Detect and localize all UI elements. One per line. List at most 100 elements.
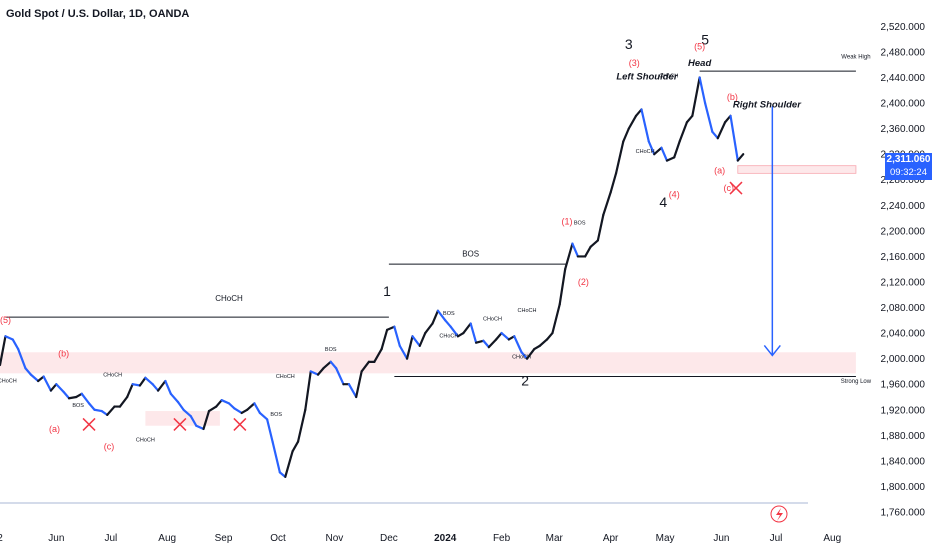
level-label: Weak High bbox=[841, 54, 870, 60]
price-segment bbox=[475, 339, 485, 344]
price-segment bbox=[347, 383, 358, 399]
price-segment bbox=[418, 331, 427, 347]
price-segment bbox=[322, 360, 332, 370]
y-tick-label: 2,480.000 bbox=[881, 47, 926, 58]
subwave-label: (1) bbox=[561, 216, 572, 226]
y-tick-label: 2,040.000 bbox=[881, 329, 926, 340]
price-segment bbox=[647, 140, 656, 156]
wave-label: 1 bbox=[383, 283, 391, 299]
price-segment bbox=[660, 146, 669, 162]
subwave-label: (2) bbox=[578, 277, 589, 287]
price-segment bbox=[207, 405, 218, 413]
price-segment bbox=[584, 245, 592, 258]
price-segment bbox=[564, 242, 574, 271]
price-segment bbox=[609, 172, 618, 194]
price-segment bbox=[589, 239, 599, 248]
x-tick-label: Jun bbox=[713, 533, 729, 544]
x-tick-label: Dec bbox=[380, 533, 398, 544]
y-tick-label: 1,920.000 bbox=[881, 405, 926, 416]
structure-label: BOS bbox=[325, 347, 337, 353]
price-segment bbox=[176, 400, 185, 411]
structure-label: CHoCH bbox=[215, 294, 243, 303]
countdown-timer: 09:32:24 bbox=[890, 167, 927, 178]
price-segment bbox=[253, 402, 261, 415]
y-tick-label: 2,160.000 bbox=[881, 252, 926, 263]
price-segment bbox=[411, 335, 421, 347]
price-segment bbox=[469, 322, 478, 344]
invalidation-cross bbox=[82, 417, 96, 431]
price-segment bbox=[37, 375, 45, 383]
price-segment bbox=[42, 375, 52, 392]
price-segment bbox=[195, 424, 205, 431]
price-segment bbox=[596, 213, 605, 242]
price-segment bbox=[80, 392, 91, 405]
wave-label: 2 bbox=[521, 372, 529, 388]
price-segment bbox=[462, 322, 472, 335]
y-tick-label: 2,080.000 bbox=[881, 303, 926, 314]
invalidation-cross bbox=[173, 417, 187, 431]
subwave-label: (b) bbox=[58, 349, 69, 359]
price-segment bbox=[284, 450, 294, 478]
price-segment bbox=[678, 121, 689, 143]
price-segment bbox=[698, 76, 707, 105]
y-tick-label: 2,000.000 bbox=[881, 354, 926, 365]
zone bbox=[737, 165, 857, 174]
current-price-badge: 2,311.060 09:32:24 bbox=[885, 153, 932, 180]
x-tick-label: 2024 bbox=[434, 533, 457, 544]
price-segment bbox=[444, 319, 452, 328]
subwave-label: (b) bbox=[727, 92, 738, 102]
price-segment bbox=[49, 383, 58, 392]
x-tick-label: Oct bbox=[270, 533, 286, 544]
structure-label: CHoCH bbox=[512, 355, 531, 361]
structure-label: CHoCH bbox=[659, 74, 678, 80]
structure-label: BOS bbox=[574, 220, 586, 226]
price-segment bbox=[144, 376, 154, 386]
y-tick-label: 2,120.000 bbox=[881, 277, 926, 288]
price-segment bbox=[431, 309, 440, 325]
price-segment bbox=[304, 370, 312, 411]
y-tick-label: 1,880.000 bbox=[881, 431, 926, 442]
structure-label: BOS bbox=[462, 249, 479, 258]
x-tick-label: Aug bbox=[158, 533, 176, 544]
price-segment bbox=[100, 409, 109, 416]
price-segment bbox=[711, 130, 719, 140]
price-segment bbox=[449, 325, 460, 338]
price-segment bbox=[227, 402, 236, 410]
x-tick-label: Aug bbox=[823, 533, 841, 544]
price-segment bbox=[29, 373, 40, 383]
price-segment bbox=[634, 108, 643, 117]
y-tick-label: 2,280.000 bbox=[881, 175, 926, 186]
structure-label: CHoCH bbox=[103, 373, 122, 379]
price-segment bbox=[525, 347, 536, 360]
price-segment bbox=[329, 360, 338, 370]
price-segment bbox=[736, 153, 745, 162]
price-segment bbox=[558, 268, 567, 306]
subwave-label: (a) bbox=[49, 424, 60, 434]
chart-title: Gold Spot / U.S. Dollar, 1D, OANDA bbox=[6, 8, 190, 20]
price-segment bbox=[380, 328, 389, 351]
level-label: Strong Low bbox=[841, 379, 872, 385]
price-segment bbox=[729, 114, 739, 162]
price-segment bbox=[640, 108, 650, 143]
structure-label: BOS bbox=[443, 311, 455, 317]
pattern-label: Right Shoulder bbox=[733, 100, 802, 111]
price-segment bbox=[673, 140, 681, 159]
subwave-label: (5) bbox=[694, 41, 705, 51]
price-segment bbox=[202, 409, 211, 431]
price-segment bbox=[685, 114, 694, 124]
price-segment bbox=[398, 344, 409, 360]
invalidation-cross bbox=[729, 181, 743, 195]
y-tick-label: 1,800.000 bbox=[881, 482, 926, 493]
price-segment bbox=[11, 338, 20, 351]
y-tick-label: 2,400.000 bbox=[881, 99, 926, 110]
price-segment bbox=[653, 146, 663, 156]
price-segment bbox=[716, 121, 727, 140]
price-segment bbox=[393, 325, 401, 347]
price-segment bbox=[545, 331, 554, 341]
x-tick-label: May bbox=[656, 533, 675, 544]
x-tick-label: Mar bbox=[546, 533, 564, 544]
y-tick-label: 2,440.000 bbox=[881, 73, 926, 84]
x-tick-label: Jun bbox=[48, 533, 64, 544]
